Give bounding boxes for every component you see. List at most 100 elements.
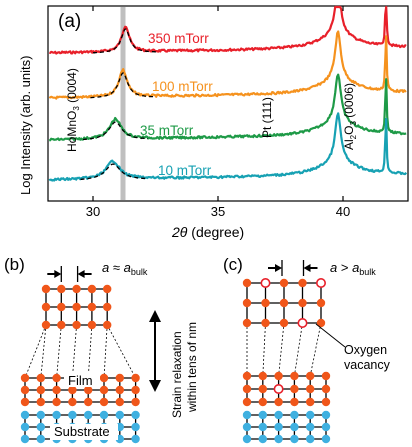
series-label-10: 10 mTorr	[158, 163, 212, 178]
atom	[316, 298, 326, 308]
atom	[290, 371, 299, 381]
atom	[87, 302, 97, 312]
atom	[57, 302, 66, 312]
atom	[115, 410, 125, 420]
atom	[41, 302, 51, 312]
atom	[115, 385, 125, 395]
fit-curve	[82, 121, 149, 141]
strain-text-line1: Strain relaxation	[170, 331, 184, 418]
oxygen-vacancy	[273, 383, 284, 394]
atom	[36, 422, 45, 432]
atom	[99, 373, 109, 383]
guide-line	[87, 324, 93, 379]
strain-arrow	[149, 310, 161, 392]
panel-b-label: (b)	[4, 255, 25, 274]
vacancy-label-line1: Oxygen	[344, 343, 387, 357]
oxygen-vacancy	[315, 277, 326, 288]
atom	[99, 397, 109, 407]
lattice-spacing-arrows-b	[47, 266, 92, 282]
atom	[52, 410, 61, 420]
atom	[290, 397, 299, 407]
atom	[68, 385, 77, 395]
atom	[68, 397, 77, 407]
film-label-bg	[64, 372, 100, 387]
guide-line	[278, 322, 285, 377]
atom	[258, 397, 267, 407]
atom	[306, 384, 315, 394]
atom	[316, 318, 326, 328]
series-line	[49, 5, 407, 55]
atom	[306, 410, 315, 420]
atom	[274, 410, 283, 420]
series-line	[48, 73, 407, 142]
atom	[87, 284, 97, 294]
atom	[298, 278, 307, 288]
bulk-reference-line	[120, 7, 126, 200]
atom	[52, 385, 61, 395]
atom	[131, 385, 140, 395]
fit-curve	[90, 72, 156, 99]
y-axis-label: Log Intensity (arb. units)	[18, 56, 33, 195]
atom	[41, 284, 51, 294]
guide-line	[24, 324, 47, 379]
oxygen-vacancy	[297, 317, 308, 328]
atom	[290, 410, 299, 420]
atom	[72, 284, 81, 294]
atom	[84, 385, 93, 395]
atom	[87, 320, 97, 330]
atom	[20, 410, 30, 420]
atom	[242, 410, 252, 420]
atom	[36, 434, 45, 444]
atom	[306, 434, 315, 444]
atom	[36, 385, 45, 395]
atom	[242, 278, 252, 288]
guide-line	[40, 324, 47, 379]
atom	[115, 373, 125, 383]
x-tick-label: 35	[211, 204, 225, 219]
atom	[258, 422, 267, 432]
atom	[131, 397, 140, 407]
guide-line	[72, 324, 77, 379]
guide-line	[56, 324, 62, 379]
peak-label-homno3: HoMnO3 (0004)	[65, 68, 81, 152]
lattice-spacing-arrows-c	[268, 260, 318, 276]
atom	[279, 298, 289, 308]
atom	[321, 397, 331, 407]
peak-label-pt: Pt (111)	[260, 97, 274, 138]
bulk-line-band	[120, 7, 126, 200]
lattice-b	[20, 284, 140, 444]
atom	[258, 371, 267, 381]
guide-line	[106, 324, 136, 379]
atom	[261, 318, 270, 328]
panel-c: (c) a > abulk Oxygen vacancy	[223, 255, 391, 444]
plot-frame	[47, 5, 409, 202]
fit-layer	[80, 28, 159, 181]
atom	[103, 302, 112, 312]
series-label-100: 100 mTorr	[152, 79, 213, 94]
atom	[242, 422, 252, 432]
atom	[36, 410, 45, 420]
guide-line	[103, 324, 108, 379]
fit-curve	[92, 28, 159, 54]
peak-label-al2o3: Al2O3 (0006)	[342, 83, 358, 150]
atom	[103, 284, 112, 294]
atom	[103, 320, 112, 330]
atom	[20, 397, 30, 407]
atom	[279, 318, 289, 328]
panel-b: (b) a ≈ abulk Strain relaxation within t…	[4, 255, 199, 444]
atom	[20, 373, 30, 383]
atom	[131, 422, 140, 432]
atom	[242, 397, 252, 407]
strain-text-line2: within tens of nm	[185, 322, 199, 413]
atom	[321, 434, 331, 444]
atom	[258, 410, 267, 420]
atom	[290, 434, 299, 444]
atom	[115, 397, 125, 407]
atom	[279, 278, 289, 288]
atom	[306, 397, 315, 407]
atom	[242, 298, 252, 308]
atom	[298, 298, 307, 308]
atom	[131, 410, 140, 420]
atom	[57, 284, 66, 294]
